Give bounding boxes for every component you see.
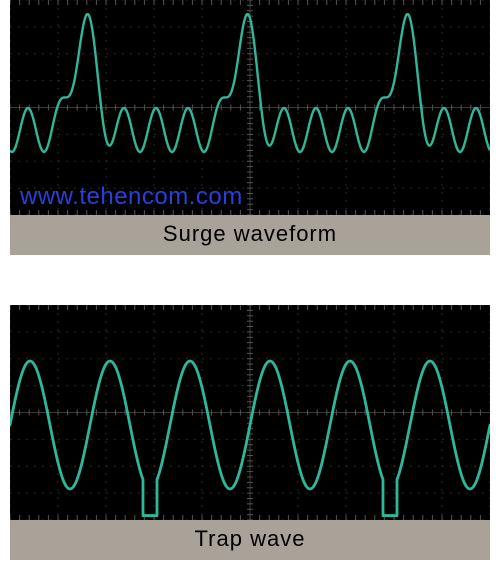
trap-scope-screen (10, 305, 490, 520)
watermark-text: www.tehencom.com (20, 183, 243, 211)
trap-caption: Trap wave (10, 520, 490, 560)
trap-panel: Trap wave (10, 305, 490, 560)
surge-caption: Surge waveform (10, 215, 490, 255)
surge-panel: www.tehencom.com Surge waveform (10, 0, 490, 255)
surge-scope-screen: www.tehencom.com (10, 0, 490, 215)
panel-gap (0, 255, 500, 305)
